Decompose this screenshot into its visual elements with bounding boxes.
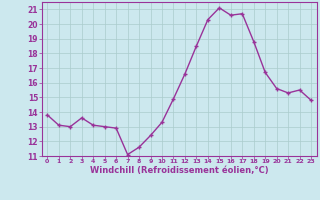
- X-axis label: Windchill (Refroidissement éolien,°C): Windchill (Refroidissement éolien,°C): [90, 166, 268, 175]
